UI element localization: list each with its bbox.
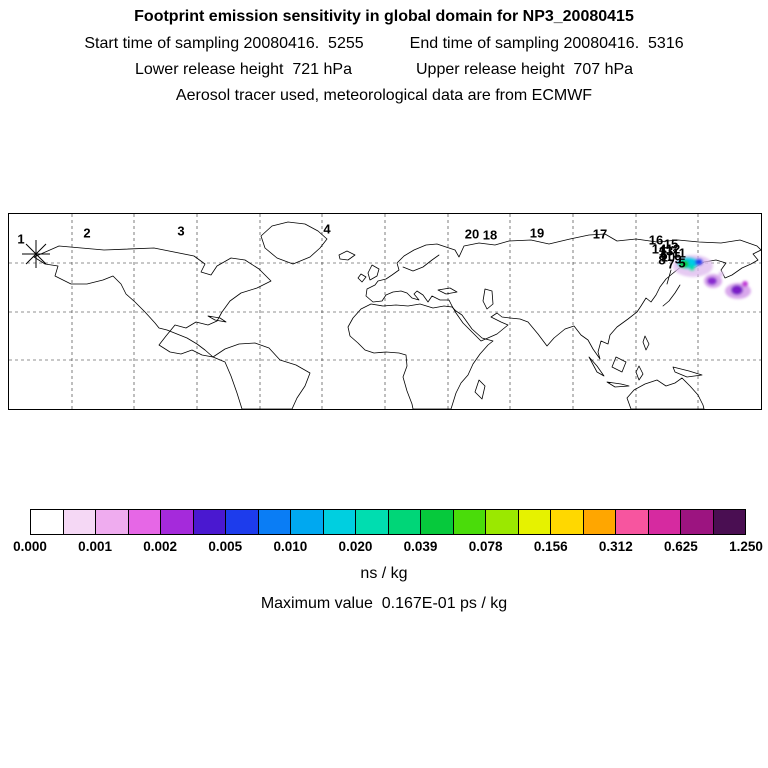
- colorbar-tick-label: 0.078: [468, 539, 503, 554]
- colorbar-tick-label: 0.625: [664, 539, 698, 554]
- trajectory-day-label: 10: [660, 249, 676, 265]
- colorbar-cell: [713, 510, 745, 534]
- trajectory-day-label: 15: [663, 236, 679, 252]
- trajectory-day-label: 12: [665, 241, 681, 257]
- colorbar-cell: [128, 510, 161, 534]
- colorbar-cell: [193, 510, 226, 534]
- colorbar-tick-label: 0.002: [143, 539, 178, 554]
- colorbar: [30, 509, 746, 535]
- max-value-text: Maximum value 0.167E-01 ps / kg: [260, 595, 508, 612]
- colorbar-tick-label: 0.039: [403, 539, 438, 554]
- world-map: 1 2 3 4 20 18 19 17 16 15 14 13 12 11 10 9 8 7 6 5: [8, 213, 762, 410]
- upper-release-text: Upper release height 707 hPa: [416, 61, 634, 78]
- trajectory-day-label: 8: [658, 252, 666, 268]
- colorbar-tick-label: 0.020: [338, 539, 373, 554]
- trajectory-markers: 1 2 3 4 20 18 19 17 16 15 14 13 12 11 10 9 8 7 6 5: [9, 214, 761, 409]
- colorbar-tick-label: 0.010: [273, 539, 308, 554]
- trajectory-day-label: 7: [667, 256, 675, 272]
- end-time-text: End time of sampling 20080416. 5316: [409, 35, 684, 52]
- colorbar-cell: [421, 510, 454, 534]
- trajectory-day-label: 16: [648, 232, 664, 248]
- trajectory-day-label: 2: [83, 225, 91, 241]
- colorbar-cell: [356, 510, 389, 534]
- graticule-grid: [9, 214, 761, 409]
- colorbar-cell: [616, 510, 649, 534]
- colorbar-tick-label: 1.250: [729, 539, 763, 554]
- trajectory-day-label: 18: [482, 227, 498, 243]
- trajectory-day-label: 3: [177, 223, 185, 239]
- colorbar-cell: [551, 510, 584, 534]
- trajectory-day-label: 13: [658, 243, 674, 259]
- colorbar-cell: [648, 510, 681, 534]
- colorbar-cell: [518, 510, 551, 534]
- start-time-text: Start time of sampling 20080416. 5255: [84, 35, 364, 52]
- colorbar-cell: [161, 510, 194, 534]
- coastlines: [33, 221, 761, 409]
- trajectory-day-label: 20: [464, 226, 480, 242]
- colorbar-cell: [583, 510, 616, 534]
- station-star-icon: [22, 240, 50, 268]
- colorbar-tick-label: 0.005: [208, 539, 243, 554]
- lower-release-text: Lower release height 721 hPa: [134, 61, 352, 78]
- trajectory-day-label: 11: [672, 245, 686, 261]
- sampling-time-row: Start time of sampling 20080416. 5255 En…: [0, 35, 768, 53]
- release-height-row: Lower release height 721 hPa Upper relea…: [0, 61, 768, 79]
- colorbar-cell: [486, 510, 519, 534]
- map-canvas: [9, 214, 761, 409]
- trajectory-day-label: 9: [674, 251, 682, 267]
- colorbar-cell: [96, 510, 129, 534]
- trajectory-day-label: 1: [17, 231, 25, 247]
- trajectory-day-label: 6: [660, 247, 668, 263]
- trajectory-day-label: 5: [678, 255, 686, 271]
- colorbar-cell: [323, 510, 356, 534]
- colorbar-cell: [388, 510, 421, 534]
- colorbar-cell: [453, 510, 486, 534]
- tracer-info-text: Aerosol tracer used, meteorological data…: [175, 87, 593, 104]
- colorbar-cell: [291, 510, 324, 534]
- colorbar-tick-label: 0.156: [533, 539, 568, 554]
- trajectory-day-label: 14: [651, 241, 667, 257]
- colorbar-units: ns / kg: [360, 565, 408, 582]
- colorbar-tick-label: 0.001: [78, 539, 112, 554]
- figure-title: Footprint emission sensitivity in global…: [134, 8, 634, 25]
- trajectory-day-label: 19: [529, 225, 545, 241]
- colorbar-cell: [681, 510, 714, 534]
- colorbar-ticks: 0.000 0.001 0.002 0.005 0.010 0.020 0.039 0.078…: [13, 539, 763, 555]
- colorbar-cell: [258, 510, 291, 534]
- trajectory-day-label: 17: [592, 226, 608, 242]
- colorbar-cell: [31, 510, 64, 534]
- trajectory-day-label: 4: [323, 221, 331, 237]
- colorbar-cell: [63, 510, 96, 534]
- colorbar-cell: [226, 510, 259, 534]
- footprint-patches: [673, 255, 751, 299]
- colorbar-tick-label: 0.000: [13, 539, 47, 554]
- colorbar-tick-label: 0.312: [598, 539, 633, 554]
